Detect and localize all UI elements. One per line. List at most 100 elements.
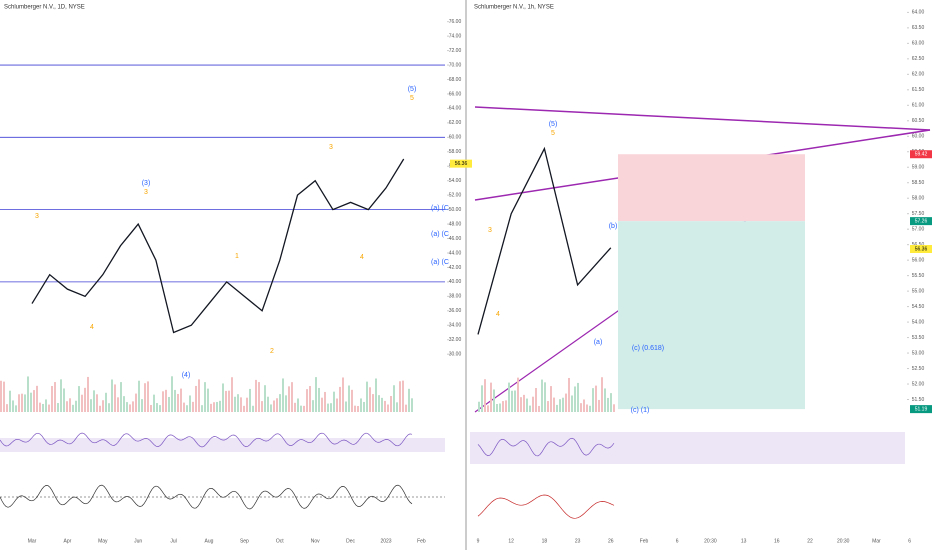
wave-label: 4 bbox=[90, 324, 94, 331]
volume-bar bbox=[51, 386, 53, 412]
volume-bar bbox=[255, 379, 257, 412]
y-tick-label: 51.50 bbox=[912, 397, 925, 403]
wave-label: (3) bbox=[142, 180, 151, 187]
x-tick-label: 20:30 bbox=[837, 538, 850, 544]
rsi-line bbox=[477, 437, 615, 457]
x-tick-label: Oct bbox=[276, 538, 284, 544]
volume-bar bbox=[592, 388, 594, 412]
volume-bar bbox=[219, 400, 221, 412]
y-tick-label: 64.00 bbox=[449, 106, 462, 112]
volume-bar bbox=[348, 385, 350, 412]
y-tick-label: 63.00 bbox=[912, 41, 925, 47]
volume-bar bbox=[240, 397, 242, 412]
volume-bar bbox=[108, 403, 110, 412]
volume-bar bbox=[189, 395, 191, 412]
volume-bar bbox=[312, 400, 314, 412]
volume-bar bbox=[577, 382, 579, 412]
volume-bar bbox=[84, 387, 86, 412]
x-tick-label: Dec bbox=[346, 538, 355, 544]
volume-bar bbox=[487, 405, 489, 412]
y-tick-label: 60.50 bbox=[912, 118, 925, 124]
wave-label: 4 bbox=[496, 311, 500, 318]
volume-bar bbox=[114, 384, 116, 412]
wave-label: 3 bbox=[329, 144, 333, 151]
volume-bar bbox=[327, 403, 329, 412]
volume-bar bbox=[21, 393, 23, 412]
volume-bar bbox=[276, 398, 278, 412]
x-tick-label: Jul bbox=[170, 538, 176, 544]
volume-bar bbox=[210, 403, 212, 412]
volume-bar bbox=[228, 390, 230, 412]
x-tick-label: 12 bbox=[508, 538, 514, 544]
volume-bar bbox=[273, 400, 275, 412]
volume-bar bbox=[123, 396, 125, 412]
volume-bar bbox=[478, 401, 480, 412]
volume-bar bbox=[207, 388, 209, 412]
y-tick-label: 74.00 bbox=[449, 33, 462, 39]
volume-bar bbox=[357, 405, 359, 412]
volume-bar bbox=[559, 399, 561, 412]
volume-bar bbox=[165, 389, 167, 412]
wave-label: 2 bbox=[270, 348, 274, 355]
volume-bar bbox=[505, 400, 507, 412]
volume-bar bbox=[3, 381, 5, 412]
y-tick-label: 46.00 bbox=[449, 236, 462, 242]
volume-bar bbox=[159, 405, 161, 412]
volume-bar bbox=[105, 392, 107, 412]
volume-bar bbox=[60, 379, 62, 412]
volume-bar bbox=[502, 401, 504, 412]
target-zone bbox=[618, 221, 805, 410]
volume-bar bbox=[405, 404, 407, 412]
volume-bar bbox=[132, 401, 134, 412]
volume-bar bbox=[231, 377, 233, 412]
volume-bar bbox=[384, 400, 386, 412]
volume-bar bbox=[354, 405, 356, 412]
volume-bar bbox=[195, 385, 197, 412]
oscillator-line bbox=[0, 484, 413, 510]
wave-label: (4) bbox=[182, 372, 191, 379]
volume-bar bbox=[535, 388, 537, 412]
volume-bar bbox=[129, 404, 131, 412]
volume-bar bbox=[565, 393, 567, 412]
volume-bar bbox=[66, 401, 68, 412]
volume-bar bbox=[499, 403, 501, 412]
volume-bar bbox=[267, 396, 269, 412]
x-tick-label: 23 bbox=[575, 538, 581, 544]
x-tick-label: Feb bbox=[640, 538, 649, 544]
volume-bar bbox=[297, 398, 299, 412]
volume-bar bbox=[30, 392, 32, 412]
volume-bar bbox=[264, 385, 266, 412]
volume-bar bbox=[517, 377, 519, 412]
volume-bar bbox=[225, 390, 227, 412]
y-tick-label: 57.50 bbox=[912, 211, 925, 217]
volume-bar bbox=[144, 383, 146, 412]
volume-bar bbox=[213, 402, 215, 412]
x-tick-label: 18 bbox=[542, 538, 548, 544]
price-tag bbox=[910, 405, 932, 414]
volume-bar bbox=[96, 394, 98, 412]
y-tick-label: 53.00 bbox=[912, 350, 925, 356]
x-tick-label: Jun bbox=[134, 538, 142, 544]
y-tick-label: 55.00 bbox=[912, 288, 925, 294]
wave-label: (5) bbox=[408, 86, 417, 93]
volume-bar bbox=[366, 381, 368, 412]
volume-bar bbox=[300, 405, 302, 412]
volume-bar bbox=[39, 402, 41, 412]
volume-bar bbox=[586, 404, 588, 412]
volume-bar bbox=[288, 386, 290, 412]
y-tick-label: 61.50 bbox=[912, 87, 925, 93]
volume-bar bbox=[598, 399, 600, 412]
volume-bar bbox=[270, 404, 272, 412]
price-tag-label: 59.42 bbox=[915, 152, 928, 158]
volume-bar bbox=[36, 385, 38, 412]
volume-bar bbox=[75, 400, 77, 412]
volume-bar bbox=[387, 404, 389, 412]
volume-bar bbox=[360, 398, 362, 412]
x-tick-label: 6 bbox=[908, 538, 911, 544]
x-tick-label: 6 bbox=[676, 538, 679, 544]
volume-bar bbox=[174, 389, 176, 412]
volume-bar bbox=[222, 383, 224, 412]
volume-bar bbox=[12, 400, 14, 412]
volume-bar bbox=[198, 379, 200, 412]
